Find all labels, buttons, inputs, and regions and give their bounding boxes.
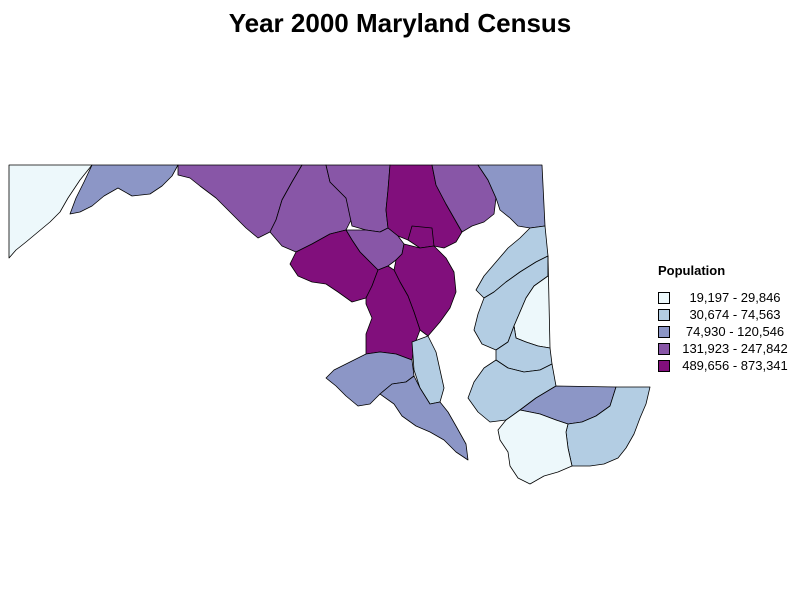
legend-label: 74,930 - 120,546 (685, 324, 785, 339)
legend-label: 489,656 - 873,341 (682, 358, 788, 373)
legend-swatch (658, 325, 670, 338)
legend-title: Population (658, 263, 726, 278)
legend-label: 131,923 - 247,842 (682, 341, 788, 356)
legend: Population 19,197 - 29,846 30,674 - 74,5… (658, 263, 794, 374)
region-calvert[interactable] (411, 335, 445, 405)
map-title: Year 2000 Maryland Census (228, 8, 572, 38)
legend-item: 74,930 - 120,546 (658, 323, 794, 340)
legend-item: 19,197 - 29,846 (658, 289, 794, 306)
legend-label: 19,197 - 29,846 (689, 290, 781, 305)
legend-swatch (658, 342, 670, 355)
region-somerset[interactable] (497, 409, 573, 485)
legend-swatch (658, 291, 670, 304)
region-garrett[interactable] (8, 164, 93, 259)
legend-item: 30,674 - 74,563 (658, 306, 794, 323)
legend-swatch (658, 359, 670, 372)
region-st-marys[interactable] (379, 375, 469, 461)
legend-item: 131,923 - 247,842 (658, 340, 794, 357)
region-charles[interactable] (325, 351, 415, 407)
legend-label: 30,674 - 74,563 (689, 307, 781, 322)
legend-item: 489,656 - 873,341 (658, 357, 794, 374)
region-cecil[interactable] (477, 164, 546, 229)
region-allegany[interactable] (69, 164, 179, 215)
legend-swatch (658, 308, 670, 321)
region-baltimore-city[interactable] (407, 225, 435, 249)
region-worcester[interactable] (565, 386, 651, 467)
